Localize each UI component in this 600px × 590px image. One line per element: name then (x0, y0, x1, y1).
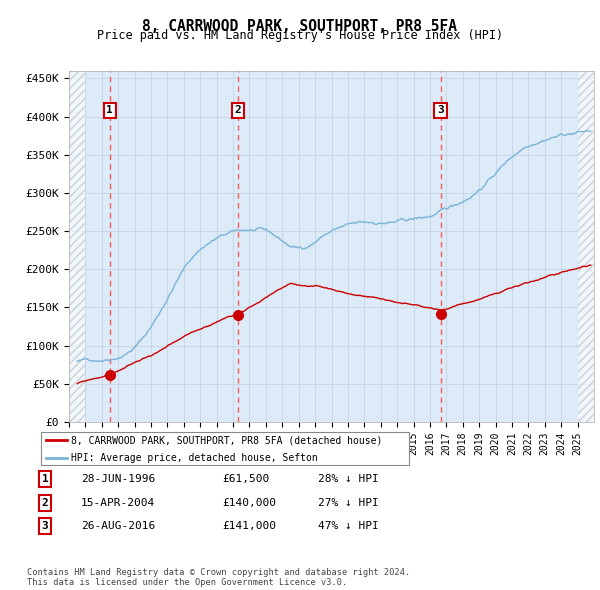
Text: Contains HM Land Registry data © Crown copyright and database right 2024.: Contains HM Land Registry data © Crown c… (27, 568, 410, 577)
Text: 27% ↓ HPI: 27% ↓ HPI (318, 498, 379, 507)
Text: 1: 1 (41, 474, 49, 484)
Text: 28-JUN-1996: 28-JUN-1996 (81, 474, 155, 484)
Text: 2: 2 (41, 498, 49, 507)
Text: £61,500: £61,500 (222, 474, 269, 484)
Text: 26-AUG-2016: 26-AUG-2016 (81, 522, 155, 531)
Text: 3: 3 (41, 522, 49, 531)
Text: 28% ↓ HPI: 28% ↓ HPI (318, 474, 379, 484)
Text: Price paid vs. HM Land Registry's House Price Index (HPI): Price paid vs. HM Land Registry's House … (97, 30, 503, 42)
Text: 15-APR-2004: 15-APR-2004 (81, 498, 155, 507)
Text: £140,000: £140,000 (222, 498, 276, 507)
Bar (578, 63, 595, 422)
FancyBboxPatch shape (41, 432, 409, 465)
Text: 47% ↓ HPI: 47% ↓ HPI (318, 522, 379, 531)
Text: 3: 3 (437, 106, 444, 116)
Text: £141,000: £141,000 (222, 522, 276, 531)
Bar (69, 63, 85, 422)
Text: 8, CARRWOOD PARK, SOUTHPORT, PR8 5FA: 8, CARRWOOD PARK, SOUTHPORT, PR8 5FA (143, 19, 458, 34)
Text: 2: 2 (235, 106, 241, 116)
Text: This data is licensed under the Open Government Licence v3.0.: This data is licensed under the Open Gov… (27, 578, 347, 587)
Text: 1: 1 (106, 106, 113, 116)
Text: 8, CARRWOOD PARK, SOUTHPORT, PR8 5FA (detached house): 8, CARRWOOD PARK, SOUTHPORT, PR8 5FA (de… (71, 435, 382, 445)
Text: HPI: Average price, detached house, Sefton: HPI: Average price, detached house, Seft… (71, 453, 317, 463)
